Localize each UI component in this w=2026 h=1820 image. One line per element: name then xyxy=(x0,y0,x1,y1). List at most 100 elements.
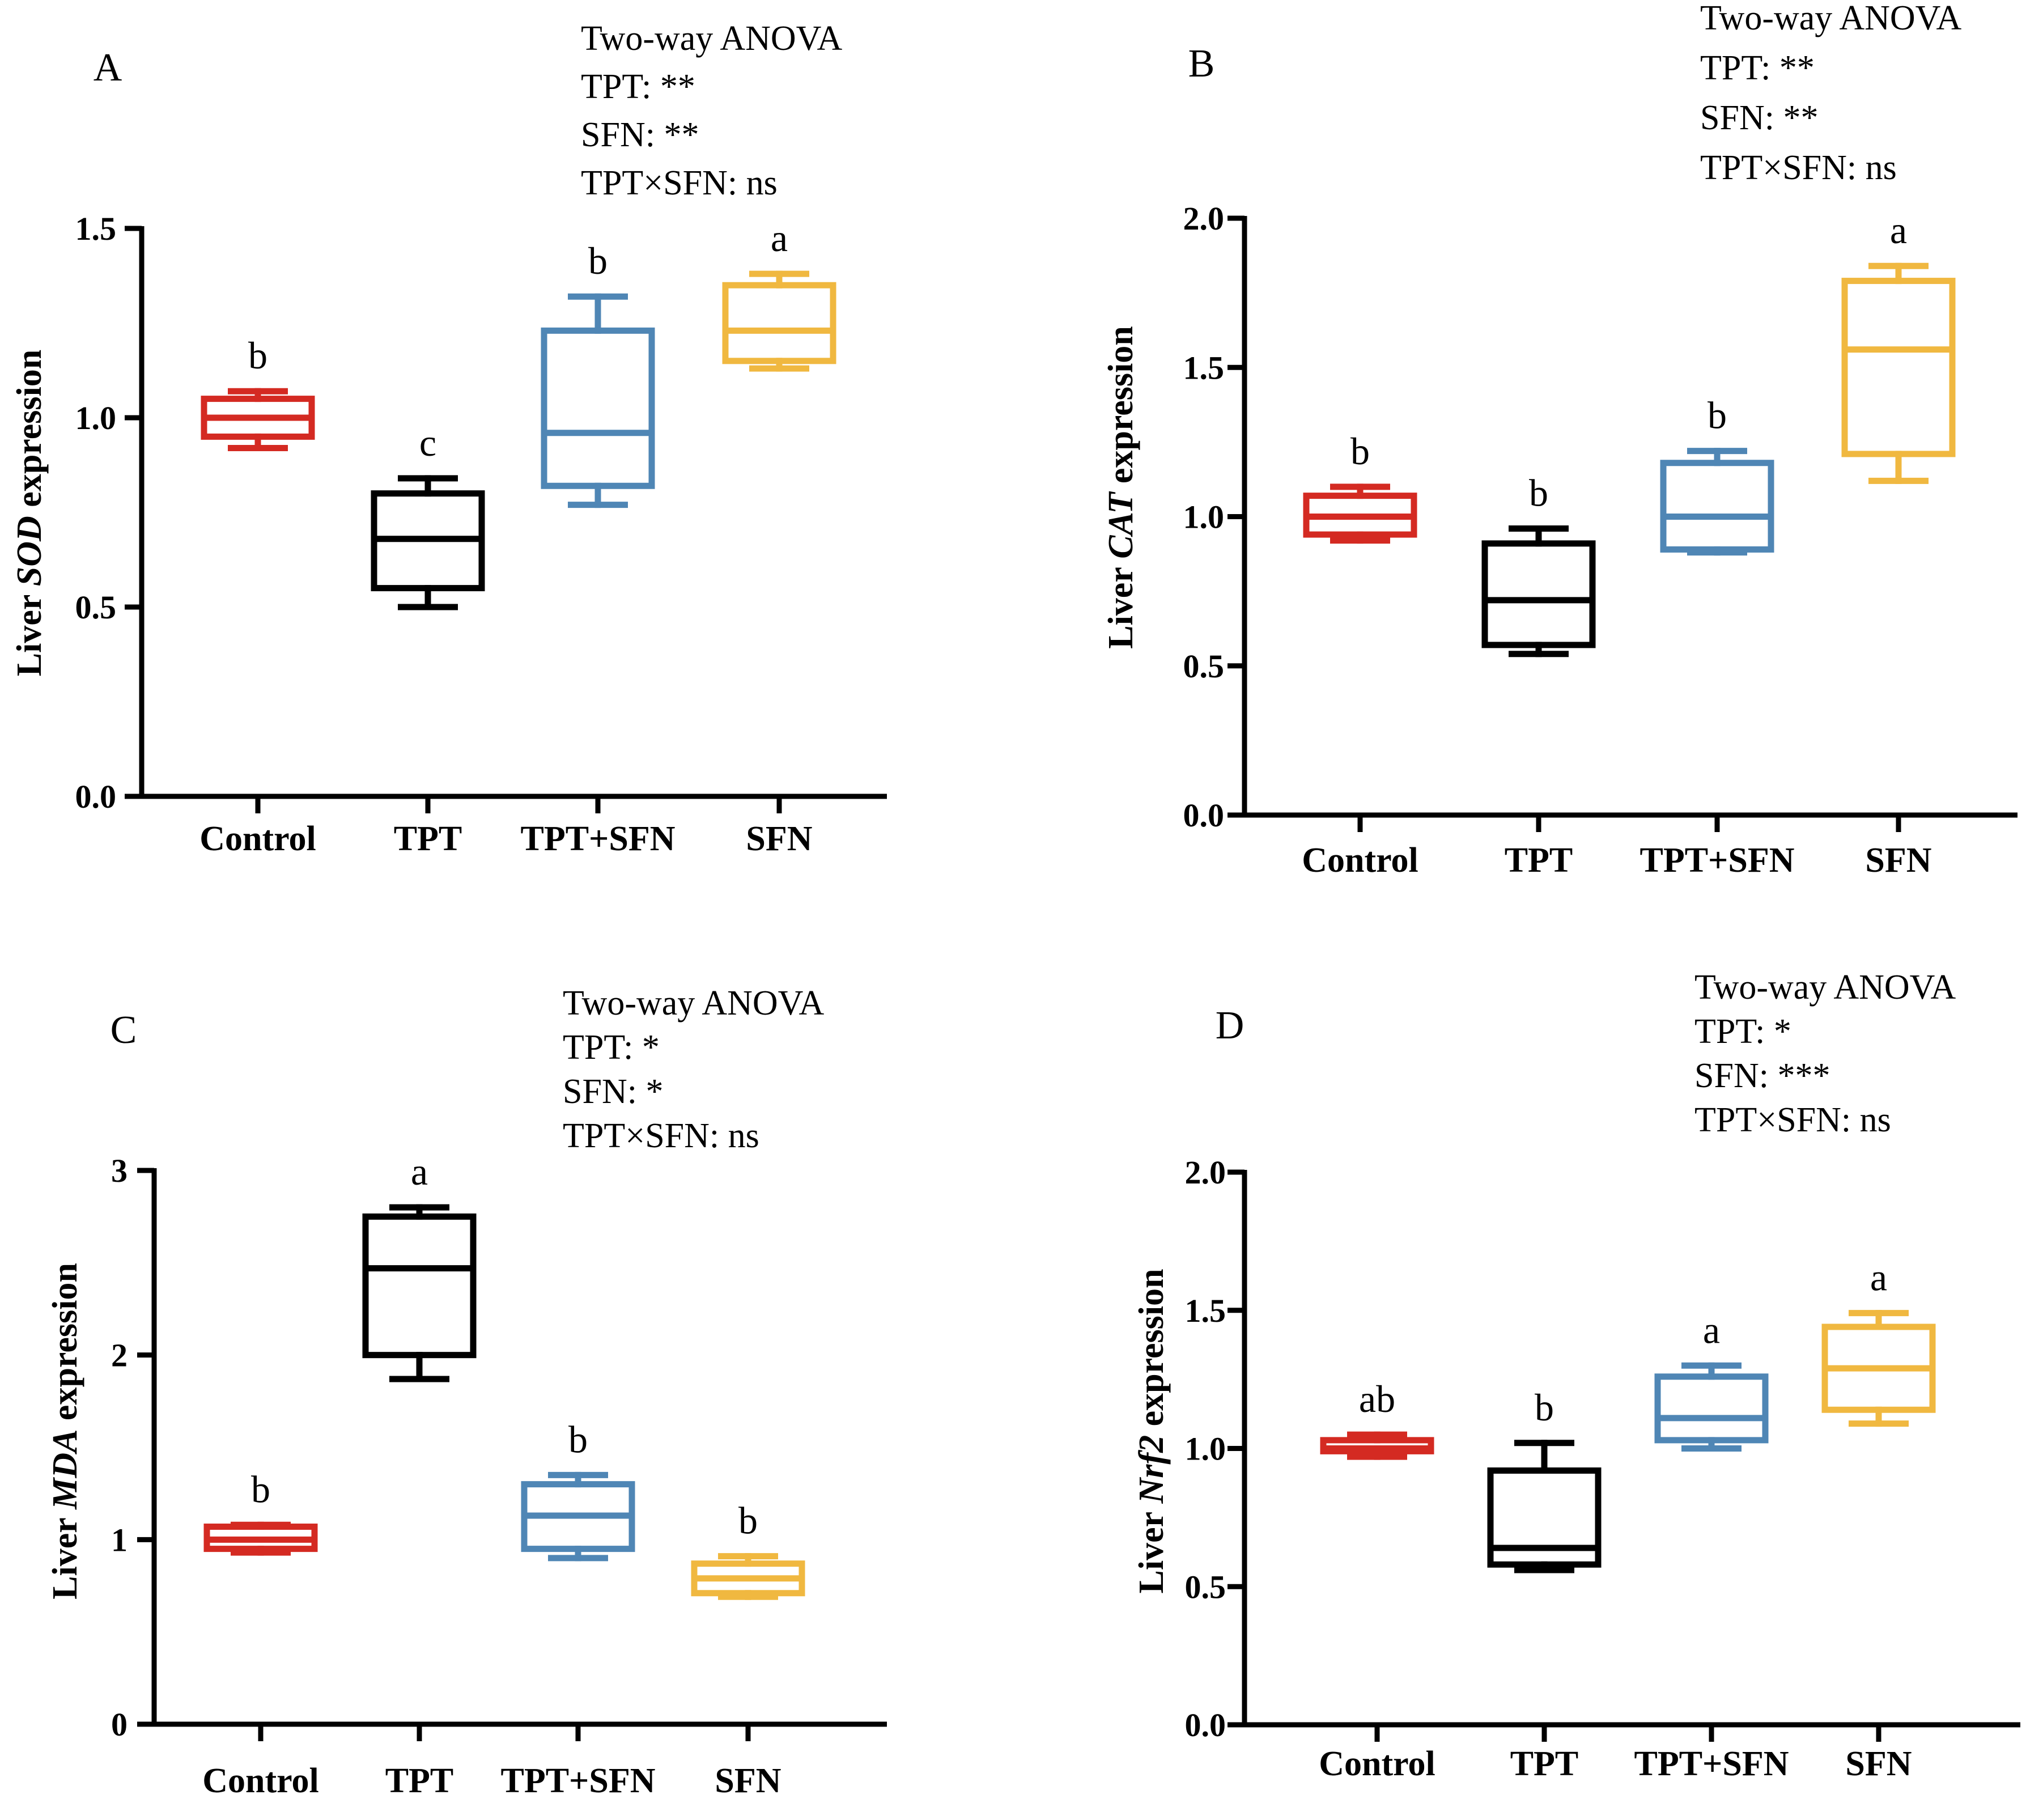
y-axis-label: Liver MDA expression xyxy=(46,1263,84,1600)
y-axis-label-gene: Nrf2 xyxy=(1132,1435,1171,1504)
y-tick-label: 0.5 xyxy=(1183,648,1225,685)
box-tpt xyxy=(362,1204,477,1382)
x-tick-label: TPT+SFN xyxy=(1634,1745,1789,1783)
significance-letter: b xyxy=(1535,1386,1554,1429)
y-axis-label-gene: MDA xyxy=(46,1429,84,1510)
y-axis-label-suffix: expression xyxy=(1102,326,1140,492)
significance-letter: ab xyxy=(1359,1377,1395,1420)
anova-line: SFN: ** xyxy=(1700,99,1818,137)
y-axis-label-prefix: Liver xyxy=(10,586,49,676)
x-tick-label: Control xyxy=(202,1762,319,1800)
x-tick-label: TPT+SFN xyxy=(1640,841,1794,880)
box-body xyxy=(1487,1467,1602,1568)
anova-line: TPT: ** xyxy=(581,67,695,106)
significance-letter: a xyxy=(771,217,788,260)
anova-line: SFN: *** xyxy=(1694,1057,1830,1095)
anova-line: TPT×SFN: ns xyxy=(581,164,778,202)
anova-line: SFN: ** xyxy=(581,116,699,154)
anova-line: TPT×SFN: ns xyxy=(563,1117,759,1155)
y-axis-label-gene: CAT xyxy=(1102,491,1140,558)
x-tick-label: Control xyxy=(1319,1745,1435,1783)
y-tick-label: 1.0 xyxy=(75,400,117,436)
anova-line: Two-way ANOVA xyxy=(1694,968,1956,1007)
box-tpt-sfn xyxy=(541,293,655,508)
box-body xyxy=(1660,460,1774,553)
box-control xyxy=(201,388,315,451)
box-sfn xyxy=(1841,262,1956,484)
panel-label: D xyxy=(1216,1004,1245,1047)
anova-line: TPT×SFN: ns xyxy=(1694,1101,1891,1139)
box-sfn xyxy=(722,270,836,372)
box-control xyxy=(1320,1431,1434,1460)
y-tick-label: 1.5 xyxy=(1185,1292,1226,1329)
box-control xyxy=(203,1521,318,1556)
box-body xyxy=(1481,540,1596,648)
panel-d: D Two-way ANOVA TPT: * SFN: *** TPT×SFN: ns 0… xyxy=(1132,968,2020,1783)
box-tpt-sfn xyxy=(1660,448,1774,556)
significance-letter: a xyxy=(1890,209,1907,252)
box-sfn xyxy=(1821,1310,1936,1427)
y-axis-label-prefix: Liver xyxy=(46,1509,84,1600)
x-tick-label: Control xyxy=(1302,841,1418,880)
y-axis-label: Liver SOD expression xyxy=(10,350,49,676)
x-tick-label: SFN xyxy=(1865,841,1931,880)
y-tick-label: 0.0 xyxy=(1183,797,1225,834)
panel-a: A Two-way ANOVA TPT: ** SFN: ** TPT×SFN: ns 0… xyxy=(10,19,887,858)
panel-label: B xyxy=(1188,42,1215,86)
y-tick-label: 0.5 xyxy=(1185,1568,1226,1605)
x-tick-label: SFN xyxy=(715,1762,781,1800)
y-tick-label: 0.0 xyxy=(1185,1707,1226,1743)
y-axis-label-gene: SOD xyxy=(10,516,49,586)
significance-letter: c xyxy=(419,421,436,464)
y-tick-label: 2.0 xyxy=(1183,200,1225,237)
anova-line: TPT: * xyxy=(563,1028,660,1067)
x-tick-label: TPT+SFN xyxy=(500,1762,655,1800)
box-tpt-sfn xyxy=(521,1471,635,1562)
y-axis-label-suffix: expression xyxy=(10,350,49,516)
x-tick-label: SFN xyxy=(1845,1745,1912,1783)
significance-letter: b xyxy=(588,239,608,282)
box-body xyxy=(362,1213,477,1359)
anova-line: TPT×SFN: ns xyxy=(1700,149,1897,187)
significance-letter: a xyxy=(1870,1256,1887,1299)
significance-letter: b xyxy=(1708,394,1727,437)
significance-letter: b xyxy=(1529,472,1548,515)
panel-label: C xyxy=(111,1008,137,1052)
y-axis-label-prefix: Liver xyxy=(1132,1503,1171,1593)
y-tick-label: 1.5 xyxy=(1183,349,1225,386)
y-axis-label: Liver CAT expression xyxy=(1102,326,1140,649)
y-tick-label: 1.0 xyxy=(1185,1431,1226,1467)
anova-line: Two-way ANOVA xyxy=(563,984,824,1023)
box-sfn xyxy=(691,1553,805,1600)
y-axis-label-suffix: expression xyxy=(1132,1269,1171,1435)
x-tick-label: Control xyxy=(199,820,316,858)
anova-line: SFN: * xyxy=(563,1072,663,1111)
x-tick-label: TPT xyxy=(1505,841,1573,880)
significance-letter: b xyxy=(251,1467,270,1511)
box-tpt xyxy=(371,475,485,610)
y-tick-label: 0.0 xyxy=(75,778,117,815)
box-body xyxy=(541,327,655,489)
significance-letter: b xyxy=(1350,430,1370,473)
y-axis-label-prefix: Liver xyxy=(1102,559,1140,649)
x-tick-label: TPT xyxy=(1510,1745,1579,1783)
box-tpt xyxy=(1481,525,1596,657)
significance-letter: a xyxy=(411,1150,428,1193)
y-tick-label: 0 xyxy=(111,1706,128,1743)
y-tick-label: 1 xyxy=(111,1521,128,1558)
y-tick-label: 1.0 xyxy=(1183,499,1225,536)
panel-b: B Two-way ANOVA TPT: ** SFN: ** TPT×SFN: ns 0… xyxy=(1102,0,2017,880)
anova-line: Two-way ANOVA xyxy=(1700,0,1961,37)
significance-letter: a xyxy=(1703,1308,1720,1351)
y-tick-label: 3 xyxy=(111,1152,128,1189)
y-tick-label: 0.5 xyxy=(75,589,117,626)
significance-letter: b xyxy=(248,334,267,377)
anova-line: TPT: ** xyxy=(1700,49,1815,87)
x-tick-label: TPT xyxy=(394,820,462,858)
x-tick-label: SFN xyxy=(746,820,812,858)
x-tick-label: TPT+SFN xyxy=(520,820,675,858)
y-axis-label: Liver Nrf2 expression xyxy=(1132,1269,1171,1594)
y-tick-label: 2 xyxy=(111,1337,128,1374)
